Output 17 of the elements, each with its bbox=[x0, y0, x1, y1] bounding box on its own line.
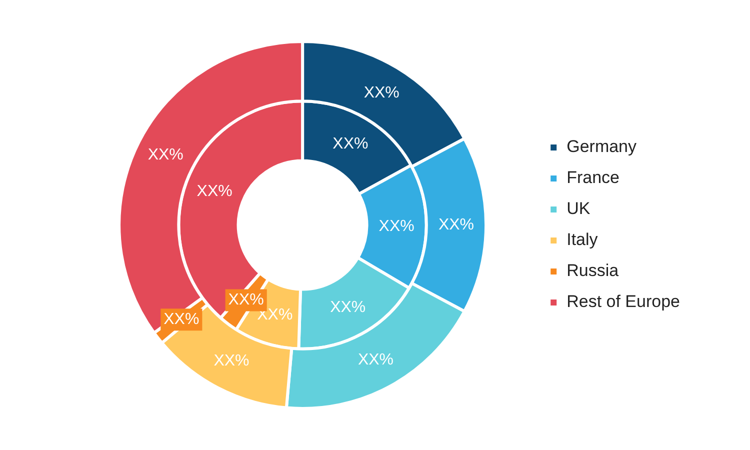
data-label: XX% bbox=[164, 310, 200, 328]
data-label: XX% bbox=[378, 218, 414, 235]
data-label: XX% bbox=[364, 84, 400, 102]
data-label: XX% bbox=[214, 352, 250, 370]
data-label: XX% bbox=[196, 183, 232, 200]
data-label: XX% bbox=[330, 298, 366, 316]
data-label: XX% bbox=[332, 135, 368, 152]
data-label: XX% bbox=[228, 292, 264, 309]
data-label: XX% bbox=[148, 146, 184, 164]
data-label: XX% bbox=[358, 352, 394, 369]
legend-label: Germany bbox=[566, 137, 638, 156]
legend-label: Rest of Europe bbox=[566, 292, 680, 312]
legend-label: UK bbox=[566, 199, 591, 218]
data-label: XX% bbox=[438, 216, 474, 234]
legend-label: Russia bbox=[566, 261, 620, 280]
legend-label: Italy bbox=[566, 230, 598, 250]
legend-label: France bbox=[566, 168, 620, 188]
